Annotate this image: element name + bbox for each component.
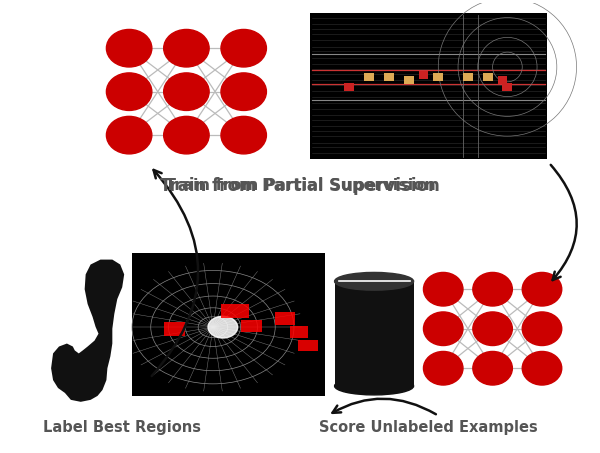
Ellipse shape — [473, 352, 512, 385]
Ellipse shape — [106, 29, 152, 67]
Bar — [463, 73, 473, 81]
Bar — [483, 73, 493, 81]
Ellipse shape — [106, 73, 152, 111]
Ellipse shape — [424, 352, 463, 385]
FancyArrowPatch shape — [551, 165, 577, 280]
Ellipse shape — [424, 312, 463, 346]
Ellipse shape — [208, 316, 238, 338]
Text: Label Best Regions: Label Best Regions — [43, 420, 201, 435]
Ellipse shape — [164, 116, 209, 154]
FancyArrowPatch shape — [152, 170, 198, 376]
Ellipse shape — [424, 272, 463, 306]
Bar — [419, 71, 428, 79]
Ellipse shape — [221, 29, 266, 67]
Ellipse shape — [106, 116, 152, 154]
Ellipse shape — [522, 272, 562, 306]
Text: Train from Partial Supervision: Train from Partial Supervision — [164, 178, 436, 193]
Ellipse shape — [473, 312, 512, 346]
Ellipse shape — [164, 73, 209, 111]
Ellipse shape — [221, 116, 266, 154]
Bar — [132, 253, 325, 396]
Ellipse shape — [164, 29, 209, 67]
Bar — [384, 73, 394, 81]
Bar — [344, 83, 355, 91]
Bar — [298, 340, 318, 352]
Bar — [241, 320, 262, 332]
Ellipse shape — [473, 272, 512, 306]
Ellipse shape — [335, 272, 413, 290]
Text: Train from Partial Supervision: Train from Partial Supervision — [160, 177, 440, 194]
PathPatch shape — [51, 260, 124, 402]
Bar — [290, 326, 308, 337]
Bar — [364, 73, 374, 81]
Ellipse shape — [522, 312, 562, 346]
Bar — [335, 281, 413, 386]
Bar — [497, 76, 508, 84]
Ellipse shape — [522, 352, 562, 385]
Bar — [275, 312, 295, 325]
Bar — [310, 13, 547, 159]
Ellipse shape — [335, 377, 413, 395]
Bar — [221, 304, 248, 318]
Bar — [404, 76, 413, 84]
Bar — [502, 83, 512, 91]
Ellipse shape — [221, 73, 266, 111]
Bar — [164, 322, 185, 336]
Text: Score Unlabeled Examples: Score Unlabeled Examples — [319, 420, 538, 435]
FancyArrowPatch shape — [332, 399, 436, 414]
Bar — [433, 73, 443, 81]
